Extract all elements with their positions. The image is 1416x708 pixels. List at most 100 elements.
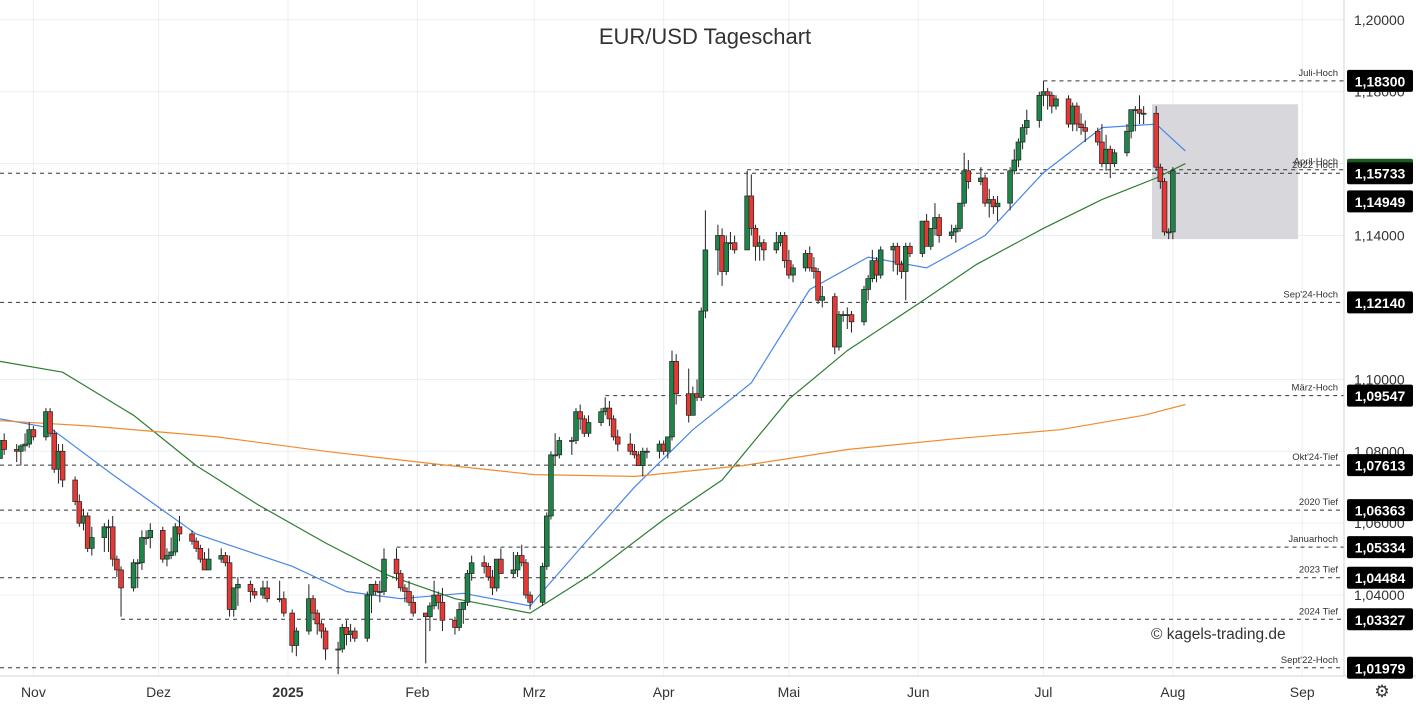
level-name: 2020 Tief [1299, 497, 1338, 508]
candle [89, 526, 95, 556]
candle [377, 580, 383, 603]
candle [957, 202, 963, 232]
candle-body [76, 501, 83, 524]
time-axis-ticks[interactable]: Nov Dez 2025 Feb Mrz Apr Mai Jun Jul Aug Sep [21, 684, 1315, 700]
candle [427, 602, 433, 632]
candle [18, 444, 24, 466]
candle-body [631, 450, 638, 456]
candle [1007, 167, 1013, 211]
candle [731, 235, 738, 254]
candle [30, 426, 37, 441]
candle-body [222, 555, 229, 564]
candle-body [673, 361, 679, 395]
candle [640, 447, 646, 477]
candle-body [836, 314, 842, 348]
candle-body [18, 445, 24, 452]
candle [410, 595, 416, 617]
candle-body [101, 526, 108, 538]
candle-body [372, 583, 379, 592]
time-axis-label: Aug [1160, 684, 1185, 700]
candle [1024, 109, 1030, 135]
level-badge [1347, 566, 1413, 589]
candle-body [953, 227, 959, 233]
candle [877, 246, 884, 279]
candle [310, 595, 316, 621]
level-name: 2022 Hoch [1292, 160, 1338, 171]
candle [1161, 177, 1168, 236]
candle-body [790, 267, 796, 276]
candle-body [139, 537, 145, 564]
candle-body [352, 630, 358, 639]
level-badge [1347, 656, 1413, 679]
time-axis-label: Nov [21, 684, 46, 700]
candle [848, 311, 855, 333]
candle-body [544, 515, 550, 567]
candle [1124, 124, 1130, 157]
candle [1157, 163, 1164, 189]
candle [314, 609, 320, 635]
candle-body [402, 587, 408, 592]
level-badge-value: 1,09547 [1355, 388, 1406, 404]
candle [907, 242, 913, 258]
time-axis-label: 2025 [272, 684, 303, 700]
candle [109, 515, 116, 567]
candle-body [456, 609, 462, 628]
candle-body [130, 562, 137, 589]
level-badge-value: 1,18300 [1355, 73, 1406, 89]
candle [197, 544, 204, 563]
candle-body [114, 558, 120, 571]
candle [773, 231, 780, 254]
candle [723, 235, 730, 276]
level-badge-value: 1,05334 [1355, 540, 1406, 556]
candle-body [1044, 91, 1051, 96]
candle [318, 620, 325, 639]
candle [468, 555, 475, 581]
time-axis-label: Jun [907, 684, 930, 700]
candle-body [1019, 127, 1026, 143]
candle [518, 544, 525, 567]
candle [510, 551, 517, 578]
time-axis-label: Feb [405, 684, 429, 700]
candle-body [364, 594, 371, 639]
candle [902, 242, 909, 301]
candle [644, 447, 650, 459]
candle [139, 530, 145, 570]
candle [1078, 113, 1084, 135]
candle-body [815, 271, 821, 301]
candle [610, 415, 617, 441]
level-name: Sep'24-Hoch [1283, 289, 1338, 300]
candle-body [698, 310, 704, 398]
candle-body [435, 594, 442, 603]
candle [393, 548, 400, 581]
candle-body [143, 537, 149, 539]
candle [251, 587, 258, 599]
candle [761, 239, 767, 261]
level-name: 2023 Tief [1299, 565, 1338, 576]
candle [406, 580, 412, 606]
level-badge-value: 1,12140 [1355, 295, 1406, 311]
candle [527, 591, 533, 610]
candle-body [322, 630, 329, 650]
candle [485, 562, 492, 581]
candle [1128, 109, 1134, 139]
candle-body [381, 558, 387, 592]
candle [894, 242, 901, 276]
candle [456, 602, 462, 632]
candle [577, 404, 583, 430]
candle-body [427, 605, 433, 618]
candle-body [928, 227, 934, 247]
candle-body [523, 562, 529, 596]
gear-icon[interactable]: ⚙ [1374, 682, 1390, 701]
candle [134, 559, 141, 588]
gray-zone [1152, 104, 1299, 240]
candle [961, 152, 967, 207]
candle-body [894, 245, 901, 265]
candle [1015, 138, 1022, 168]
candle-body [748, 195, 755, 229]
candle [130, 559, 137, 592]
candle [1153, 106, 1159, 171]
time-axis-label: Mrz [523, 684, 546, 700]
candle [523, 559, 529, 599]
candle [585, 415, 592, 437]
